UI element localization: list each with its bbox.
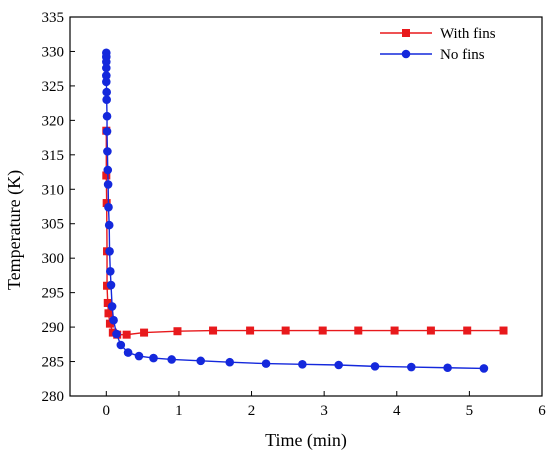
data-point-no-fins xyxy=(103,180,113,189)
data-point-no-fins xyxy=(104,220,114,230)
data-point-no-fins xyxy=(479,364,489,373)
data-point-no-fins xyxy=(102,87,111,97)
data-point-no-fins xyxy=(443,363,452,373)
x-tick-label: 6 xyxy=(538,403,546,419)
plot-frame xyxy=(69,16,543,397)
data-point-no-fins xyxy=(123,348,133,357)
data-point-with-fins xyxy=(102,171,111,180)
data-point-no-fins xyxy=(109,315,118,325)
y-tick-label: 335 xyxy=(42,10,65,26)
series-line-no-fins xyxy=(105,52,484,370)
data-point-with-fins xyxy=(354,326,363,335)
legend-item-with-fins: With fins xyxy=(380,26,496,42)
data-point-no-fins xyxy=(225,357,235,367)
data-point-with-fins xyxy=(104,309,113,318)
x-tick-label: 3 xyxy=(320,403,328,419)
y-tick-label: 315 xyxy=(42,148,65,164)
x-tick-label: 1 xyxy=(175,403,183,419)
y-tick-label: 320 xyxy=(42,113,65,129)
data-point-with-fins xyxy=(122,330,131,339)
x-tick-label: 0 xyxy=(103,403,111,419)
data-point-no-fins xyxy=(149,353,158,363)
series-layer xyxy=(102,48,508,373)
data-point-no-fins xyxy=(102,71,111,80)
data-point-no-fins xyxy=(298,360,307,369)
series-no-fins xyxy=(102,48,489,373)
data-point-no-fins xyxy=(102,63,111,73)
series-with-fins xyxy=(102,126,508,339)
data-point-with-fins xyxy=(318,326,327,335)
data-point-no-fins xyxy=(102,111,112,121)
data-point-with-fins xyxy=(426,326,435,335)
y-tick-label: 310 xyxy=(42,182,65,198)
data-point-no-fins xyxy=(112,329,121,339)
x-tick-label: 2 xyxy=(248,403,256,419)
data-point-no-fins xyxy=(102,77,111,87)
series-line-with-fins xyxy=(105,130,504,336)
data-point-no-fins xyxy=(102,57,111,67)
data-point-with-fins xyxy=(499,326,508,335)
y-tick-label: 305 xyxy=(42,217,65,233)
data-point-no-fins xyxy=(103,165,113,175)
x-tick-label: 4 xyxy=(393,403,401,419)
y-tick-label: 325 xyxy=(42,79,65,95)
y-axis-label: Temperature (K) xyxy=(4,170,25,290)
y-tick-label: 330 xyxy=(42,44,65,60)
data-point-with-fins xyxy=(246,326,255,335)
data-point-no-fins xyxy=(261,359,271,368)
data-point-with-fins xyxy=(463,326,472,335)
y-tick-label: 290 xyxy=(42,320,65,336)
data-point-no-fins xyxy=(406,362,416,372)
legend-item-no-fins: No fins xyxy=(380,47,485,63)
data-point-with-fins xyxy=(209,326,218,335)
legend: With fins No fins xyxy=(380,26,496,63)
y-tick-label: 285 xyxy=(42,355,65,371)
data-point-no-fins xyxy=(370,362,380,371)
data-point-with-fins xyxy=(173,327,182,336)
x-axis-label: Time (min) xyxy=(265,430,347,451)
y-tick-label: 280 xyxy=(42,389,65,405)
y-tick-label: 295 xyxy=(42,286,65,302)
data-point-no-fins xyxy=(116,340,126,350)
data-point-no-fins xyxy=(104,202,113,212)
legend-marker-with-fins xyxy=(402,29,410,37)
data-point-with-fins xyxy=(103,298,112,307)
axes xyxy=(69,16,543,397)
data-point-with-fins xyxy=(390,326,399,335)
legend-label-no-fins: No fins xyxy=(440,47,485,63)
data-point-no-fins xyxy=(107,302,117,311)
ticks: 0 1 2 3 4 5 6 280 285 290 295 300 305 310 315 320 325 330… xyxy=(42,10,547,419)
data-point-no-fins xyxy=(196,356,206,366)
data-point-no-fins xyxy=(106,280,116,290)
data-point-no-fins xyxy=(102,127,112,136)
data-point-with-fins xyxy=(140,328,149,337)
data-point-no-fins xyxy=(103,147,112,156)
data-point-no-fins xyxy=(134,351,144,361)
data-point-with-fins xyxy=(102,199,111,208)
data-point-no-fins xyxy=(334,360,343,370)
data-point-no-fins xyxy=(167,355,176,364)
data-point-with-fins xyxy=(105,319,114,328)
data-point-with-fins xyxy=(281,326,290,335)
data-point-no-fins xyxy=(105,246,114,256)
y-tick-label: 300 xyxy=(42,251,65,267)
x-tick-label: 5 xyxy=(466,403,474,419)
data-point-no-fins xyxy=(102,95,111,104)
data-point-no-fins xyxy=(106,266,115,276)
legend-label-with-fins: With fins xyxy=(440,26,496,42)
legend-marker-no-fins xyxy=(401,49,411,59)
